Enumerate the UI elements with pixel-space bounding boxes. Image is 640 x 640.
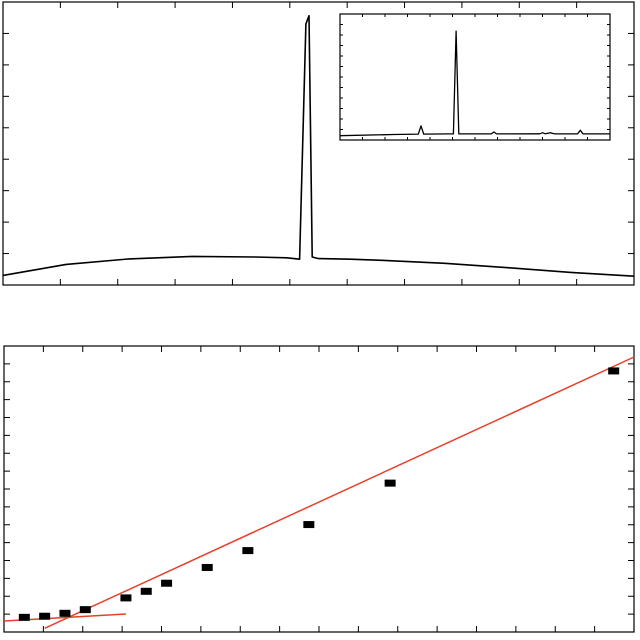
data-point <box>303 521 315 529</box>
inset-background <box>340 14 610 140</box>
data-point <box>384 479 396 487</box>
bottom-frame <box>3 345 635 633</box>
data-point <box>59 609 71 617</box>
top-frame <box>2 1 635 286</box>
inset-series-line <box>339 30 610 137</box>
data-point <box>39 612 51 620</box>
data-point <box>201 563 213 571</box>
data-point <box>18 613 30 621</box>
inset-axes <box>339 13 611 141</box>
data-point <box>120 594 132 602</box>
top-axes <box>2 1 635 286</box>
data-point <box>161 579 173 587</box>
data-point <box>242 547 254 555</box>
data-point <box>79 606 91 614</box>
fit-line-2 <box>44 356 635 630</box>
data-point <box>608 367 620 375</box>
data-point <box>140 587 152 595</box>
top-series-line <box>2 14 635 277</box>
bottom-axes <box>3 345 635 633</box>
